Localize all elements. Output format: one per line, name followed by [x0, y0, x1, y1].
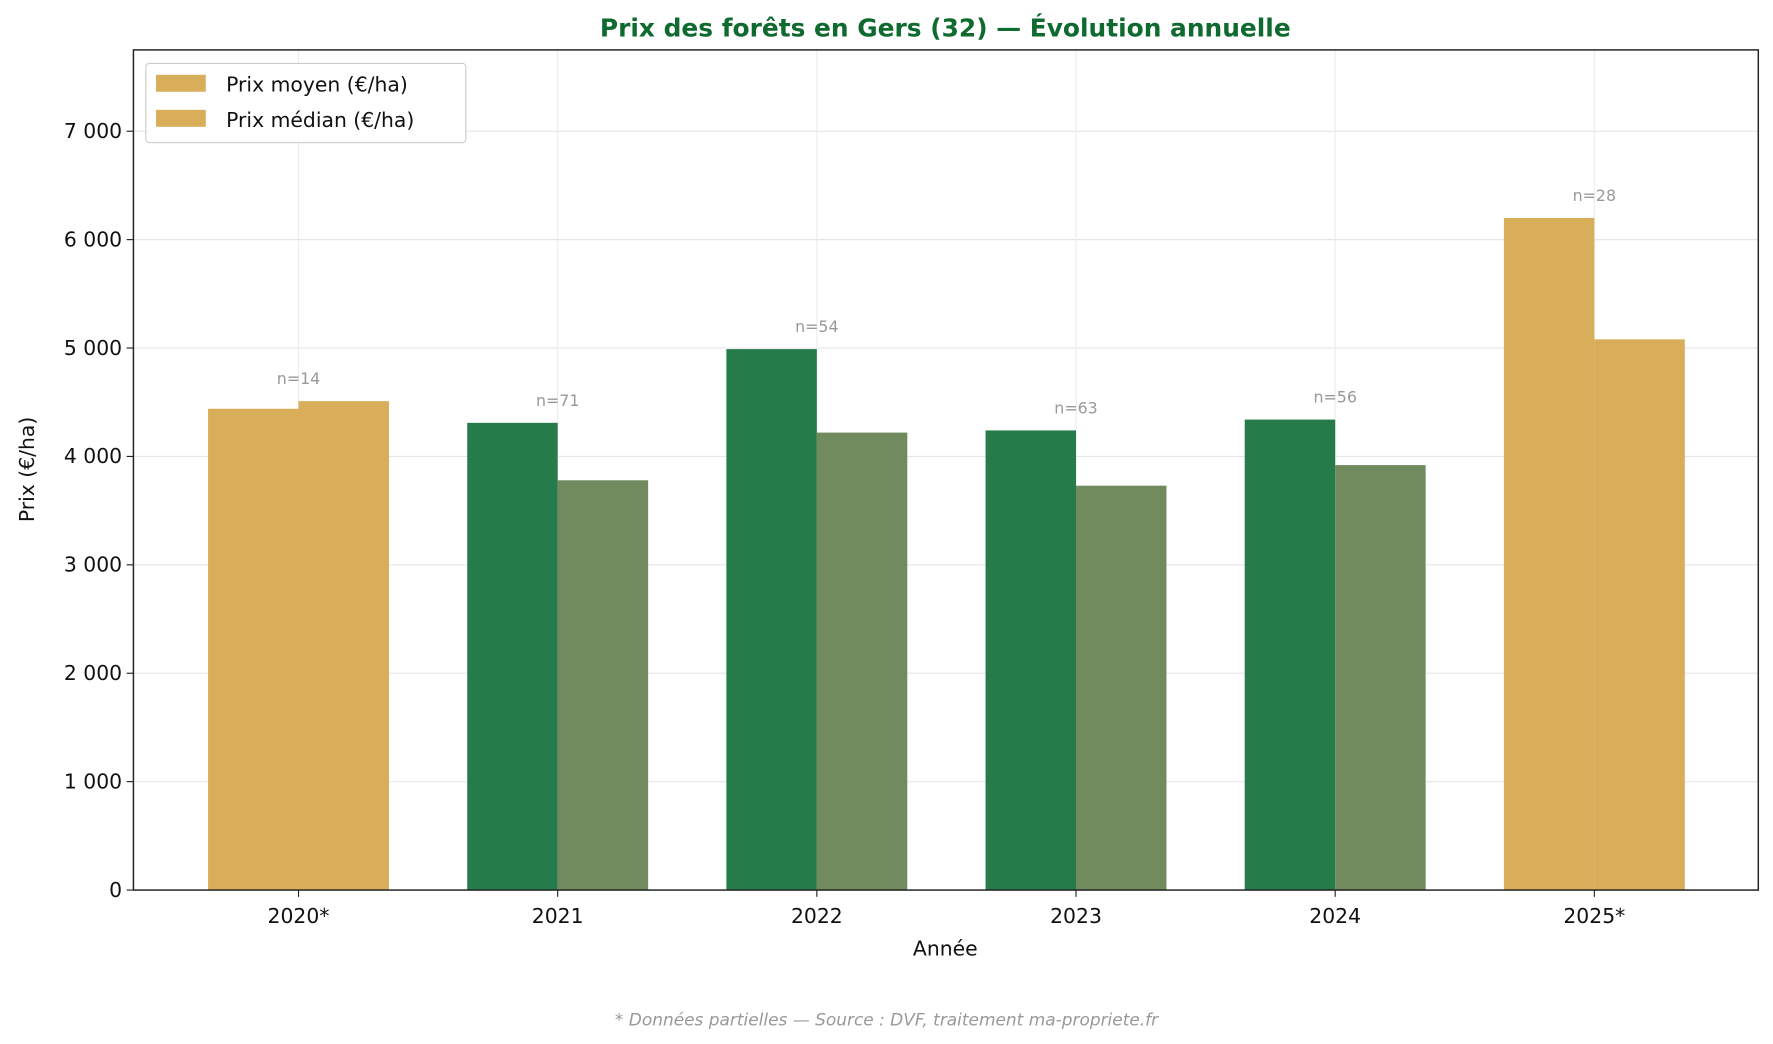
- bar-mean: [1503, 217, 1595, 891]
- x-tick-label: 2021: [532, 904, 584, 928]
- y-tick-label: 4 000: [64, 444, 122, 468]
- bar-median: [1335, 465, 1426, 891]
- count-label: n=28: [1573, 186, 1616, 205]
- y-axis-label: Prix (€/ha): [15, 417, 39, 522]
- legend-label-mean: Prix moyen (€/ha): [226, 73, 408, 97]
- y-tick-label: 6 000: [64, 227, 122, 251]
- x-tick-label: 2024: [1309, 904, 1361, 928]
- legend-frame: [145, 62, 467, 144]
- bar-mean: [1244, 419, 1336, 891]
- x-tick-label: 2023: [1050, 904, 1102, 928]
- chart-title: Prix des forêts en Gers (32) — Évolution…: [600, 13, 1291, 42]
- bar-mean: [208, 408, 299, 891]
- bar-mean: [467, 422, 558, 891]
- plot-frame: [132, 49, 1760, 891]
- x-tick-label: 2025*: [1563, 904, 1625, 928]
- bar-median: [816, 432, 908, 891]
- count-label: n=63: [1054, 398, 1097, 417]
- legend-swatch-mean: [156, 74, 206, 92]
- count-label: n=54: [795, 317, 838, 336]
- legend: Prix moyen (€/ha) Prix médian (€/ha): [145, 62, 467, 144]
- x-axis: 2020* 2021 2022 2023 2024 2025*: [268, 890, 1625, 928]
- y-tick-label: 1 000: [64, 769, 122, 793]
- count-label: n=56: [1313, 388, 1356, 407]
- y-tick-label: 7 000: [64, 119, 122, 143]
- x-tick-label: 2022: [791, 904, 843, 928]
- count-label: n=14: [277, 369, 320, 388]
- bar-median: [1594, 339, 1685, 891]
- bar-mean: [726, 349, 817, 891]
- bar-median: [298, 401, 389, 891]
- bars: [208, 217, 1685, 891]
- x-tick-label: 2020*: [268, 904, 330, 928]
- y-tick-label: 5 000: [64, 336, 122, 360]
- footnote: * Données partielles — Source : DVF, tra…: [615, 1010, 1159, 1030]
- y-tick-label: 2 000: [64, 661, 122, 685]
- y-tick-label: 3 000: [64, 553, 122, 577]
- y-tick-label: 0: [109, 878, 122, 902]
- count-label: n=71: [536, 391, 579, 410]
- count-labels: n=14 n=71 n=54 n=63 n=56 n=28: [277, 186, 1616, 417]
- bar-median: [557, 480, 649, 891]
- x-axis-label: Année: [913, 937, 978, 961]
- bar-mean: [985, 430, 1077, 891]
- legend-swatch-median: [156, 109, 206, 127]
- y-axis: 0 1 000 2 000 3 000 4 000 5 000 6 000 7 000: [64, 119, 134, 902]
- legend-label-median: Prix médian (€/ha): [226, 108, 414, 132]
- bar-median: [1076, 485, 1167, 891]
